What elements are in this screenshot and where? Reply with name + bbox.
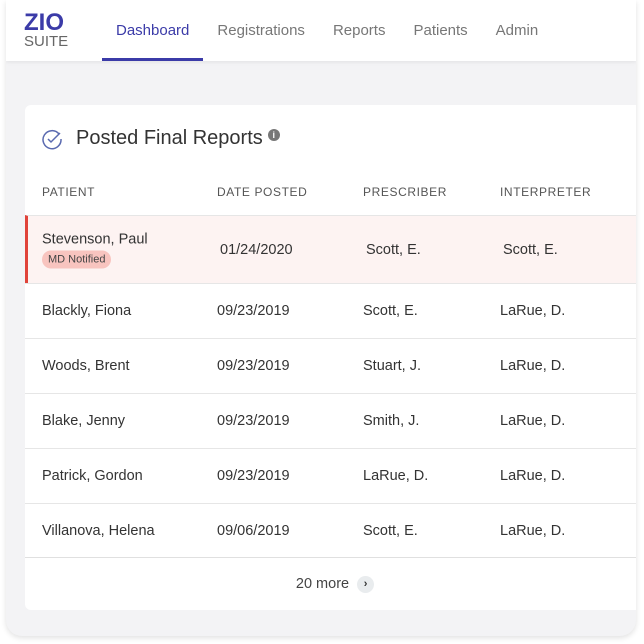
prescriber-cell: Scott, E. bbox=[366, 241, 421, 258]
patient-cell: Stevenson, Paul MD Notified bbox=[42, 231, 148, 268]
more-label: 20 more bbox=[295, 576, 350, 592]
tab-registrations[interactable]: Registrations bbox=[217, 22, 305, 39]
interpreter-cell: LaRue, D. bbox=[500, 413, 566, 429]
table-row[interactable]: Blackly, Fiona 09/23/2019 Scott, E. LaRu… bbox=[25, 283, 636, 338]
col-patient: PATIENT bbox=[42, 185, 96, 199]
interpreter-cell: LaRue, D. bbox=[500, 468, 566, 484]
main-nav: Dashboard Registrations Reports Patients… bbox=[102, 0, 552, 61]
card-title-text: Posted Final Reports bbox=[76, 127, 263, 149]
tab-reports[interactable]: Reports bbox=[332, 22, 386, 39]
patient-cell: Woods, Brent bbox=[42, 358, 130, 374]
table-row[interactable]: Blake, Jenny 09/23/2019 Smith, J. LaRue,… bbox=[25, 393, 636, 448]
card-title: Posted Final Reports i bbox=[41, 127, 280, 150]
md-notified-badge: MD Notified bbox=[42, 250, 112, 268]
info-icon[interactable]: i bbox=[267, 128, 280, 141]
table-row[interactable]: Woods, Brent 09/23/2019 Stuart, J. LaRue… bbox=[25, 338, 636, 393]
date-posted-cell: 09/23/2019 bbox=[217, 358, 290, 374]
logo-zio: ZIO bbox=[24, 9, 64, 36]
app-window: ZIO SUITE Dashboard Registrations Report… bbox=[6, 0, 636, 636]
patient-name[interactable]: Blackly, Fiona bbox=[42, 303, 132, 319]
interpreter-cell: LaRue, D. bbox=[500, 303, 566, 319]
patient-cell: Villanova, Helena bbox=[42, 523, 155, 539]
chevron-right-icon: › bbox=[357, 575, 375, 593]
date-posted-cell: 09/23/2019 bbox=[217, 468, 290, 484]
patient-name[interactable]: Blake, Jenny bbox=[42, 413, 126, 429]
interpreter-cell: Scott, E. bbox=[503, 241, 558, 258]
check-circle-icon bbox=[42, 129, 62, 149]
date-posted-cell: 01/24/2020 bbox=[220, 241, 293, 258]
more-button[interactable]: 20 more › bbox=[25, 557, 636, 610]
prescriber-cell: Smith, J. bbox=[363, 413, 420, 429]
date-posted-cell: 09/06/2019 bbox=[217, 522, 290, 539]
patient-name[interactable]: Stevenson, Paul bbox=[42, 231, 148, 247]
tab-dashboard[interactable]: Dashboard bbox=[102, 0, 204, 61]
patient-name[interactable]: Villanova, Helena bbox=[42, 522, 155, 539]
logo[interactable]: ZIO SUITE bbox=[24, 9, 69, 50]
date-posted-cell: 09/23/2019 bbox=[217, 413, 290, 429]
col-interpreter: INTERPRETER bbox=[500, 185, 592, 199]
prescriber-cell: Stuart, J. bbox=[363, 358, 422, 374]
date-posted-cell: 09/23/2019 bbox=[217, 303, 290, 319]
patient-name[interactable]: Woods, Brent bbox=[42, 358, 130, 374]
patient-name[interactable]: Patrick, Gordon bbox=[42, 468, 143, 484]
tab-patients[interactable]: Patients bbox=[413, 22, 468, 39]
col-prescriber: PRESCRIBER bbox=[363, 185, 448, 199]
table-header: PATIENT DATE POSTED PRESCRIBER INTERPRET… bbox=[25, 185, 636, 215]
posted-final-reports-card: Posted Final Reports i PATIENT DATE POST… bbox=[25, 105, 636, 610]
table-row[interactable]: Patrick, Gordon 09/23/2019 LaRue, D. LaR… bbox=[25, 448, 636, 503]
prescriber-cell: Scott, E. bbox=[363, 522, 418, 539]
table-row[interactable]: Stevenson, Paul MD Notified 01/24/2020 Sc… bbox=[25, 215, 636, 283]
top-bar: ZIO SUITE Dashboard Registrations Report… bbox=[6, 0, 636, 61]
tab-admin[interactable]: Admin bbox=[495, 22, 539, 39]
prescriber-cell: Scott, E. bbox=[363, 303, 418, 319]
patient-cell: Blackly, Fiona bbox=[42, 303, 131, 319]
interpreter-cell: LaRue, D. bbox=[500, 358, 566, 374]
patient-cell: Patrick, Gordon bbox=[42, 468, 143, 484]
patient-cell: Blake, Jenny bbox=[42, 413, 125, 429]
interpreter-cell: LaRue, D. bbox=[500, 522, 566, 539]
prescriber-cell: LaRue, D. bbox=[363, 468, 429, 484]
logo-suite: SUITE bbox=[24, 33, 69, 50]
table-row[interactable]: Villanova, Helena 09/06/2019 Scott, E. L… bbox=[25, 503, 636, 557]
col-date-posted: DATE POSTED bbox=[217, 185, 308, 199]
